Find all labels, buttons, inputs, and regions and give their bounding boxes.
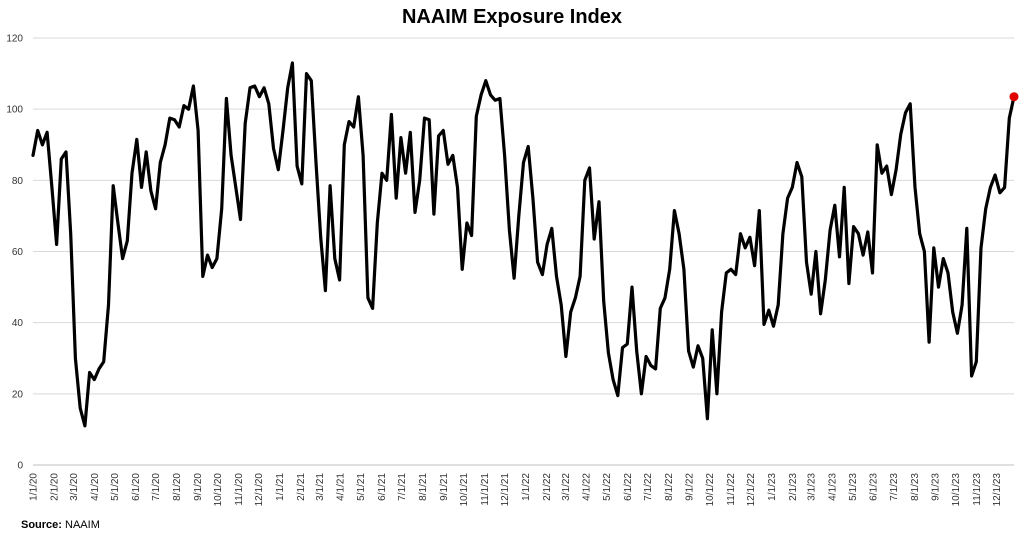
series-layer [33, 63, 1014, 426]
marker-layer [1010, 92, 1019, 101]
x-tick-label: 6/1/22 [623, 473, 634, 501]
x-tick-label: 4/1/21 [336, 473, 347, 501]
x-tick-label: 10/1/20 [213, 473, 224, 507]
x-tick-label: 3/1/20 [69, 473, 80, 501]
x-tick-label: 9/1/21 [439, 473, 450, 501]
x-tick-label: 11/1/21 [480, 473, 491, 506]
latest-value-marker [1010, 92, 1019, 101]
x-tick-label: 5/1/23 [848, 473, 859, 501]
y-tick-label: 100 [6, 105, 23, 116]
x-tick-label: 12/1/21 [500, 473, 511, 507]
chart-title: NAAIM Exposure Index [402, 6, 622, 28]
x-tick-label: 2/1/22 [542, 473, 553, 501]
x-tick-label: 2/1/23 [788, 473, 799, 501]
x-tick-label: 4/1/20 [90, 473, 101, 501]
x-tick-label: 1/1/20 [29, 473, 40, 501]
x-tick-label: 3/1/22 [561, 473, 572, 501]
y-tick-label: 60 [12, 247, 24, 258]
x-tick-label: 1/1/21 [275, 473, 286, 501]
x-tick-label: 2/1/21 [296, 473, 307, 501]
x-tick-label: 10/1/23 [951, 473, 962, 507]
x-tick-label: 11/1/22 [726, 473, 737, 506]
x-tick-label: 5/1/20 [110, 473, 121, 501]
x-tick-label: 12/1/20 [254, 473, 265, 507]
x-tick-label: 2/1/20 [49, 473, 60, 501]
x-tick-label: 11/1/20 [234, 473, 245, 506]
x-tick-label: 4/1/23 [828, 473, 839, 501]
series-line [33, 63, 1014, 426]
x-tick-label: 9/1/20 [193, 473, 204, 501]
x-tick-label: 8/1/22 [664, 473, 675, 501]
y-tick-label: 120 [6, 34, 23, 45]
x-tick-label: 6/1/20 [131, 473, 142, 501]
x-tick-label: 8/1/21 [418, 473, 429, 501]
y-tick-label: 0 [17, 461, 23, 472]
x-tick-label: 12/1/23 [992, 473, 1003, 507]
source-label: Source: [21, 519, 62, 531]
y-tick-label: 80 [12, 176, 24, 187]
x-tick-label: 7/1/23 [889, 473, 900, 501]
x-tick-label: 9/1/23 [931, 473, 942, 501]
x-tick-label: 10/1/21 [459, 473, 470, 507]
x-tick-label: 7/1/21 [397, 473, 408, 501]
x-tick-label: 1/1/23 [767, 473, 778, 501]
gridlines [33, 38, 1014, 465]
x-axis-ticks: 1/1/20 2/1/20 3/1/20 4/1/20 5/1/20 6/1/20 7/1/… [29, 473, 1003, 507]
x-tick-label: 6/1/23 [869, 473, 880, 501]
x-tick-label: 1/1/22 [521, 473, 532, 501]
x-tick-label: 12/1/22 [746, 473, 757, 507]
x-tick-label: 9/1/22 [685, 473, 696, 501]
x-tick-label: 7/1/20 [151, 473, 162, 501]
x-tick-label: 11/1/23 [972, 473, 983, 506]
x-tick-label: 5/1/22 [602, 473, 613, 501]
x-tick-label: 8/1/20 [172, 473, 183, 501]
source-note: Source: NAAIM [21, 519, 100, 531]
source-value: NAAIM [65, 519, 100, 531]
x-tick-label: 6/1/21 [377, 473, 388, 501]
x-tick-label: 5/1/21 [356, 473, 367, 501]
x-tick-label: 3/1/23 [807, 473, 818, 501]
y-tick-label: 20 [12, 389, 24, 400]
x-tick-label: 10/1/22 [705, 473, 716, 507]
x-tick-label: 3/1/21 [315, 473, 326, 501]
y-tick-label: 40 [12, 318, 24, 329]
x-tick-label: 4/1/22 [582, 473, 593, 501]
y-axis-ticks: 0 20 40 60 80 100 120 [6, 34, 23, 472]
x-tick-label: 7/1/22 [643, 473, 654, 501]
x-tick-label: 8/1/23 [910, 473, 921, 501]
